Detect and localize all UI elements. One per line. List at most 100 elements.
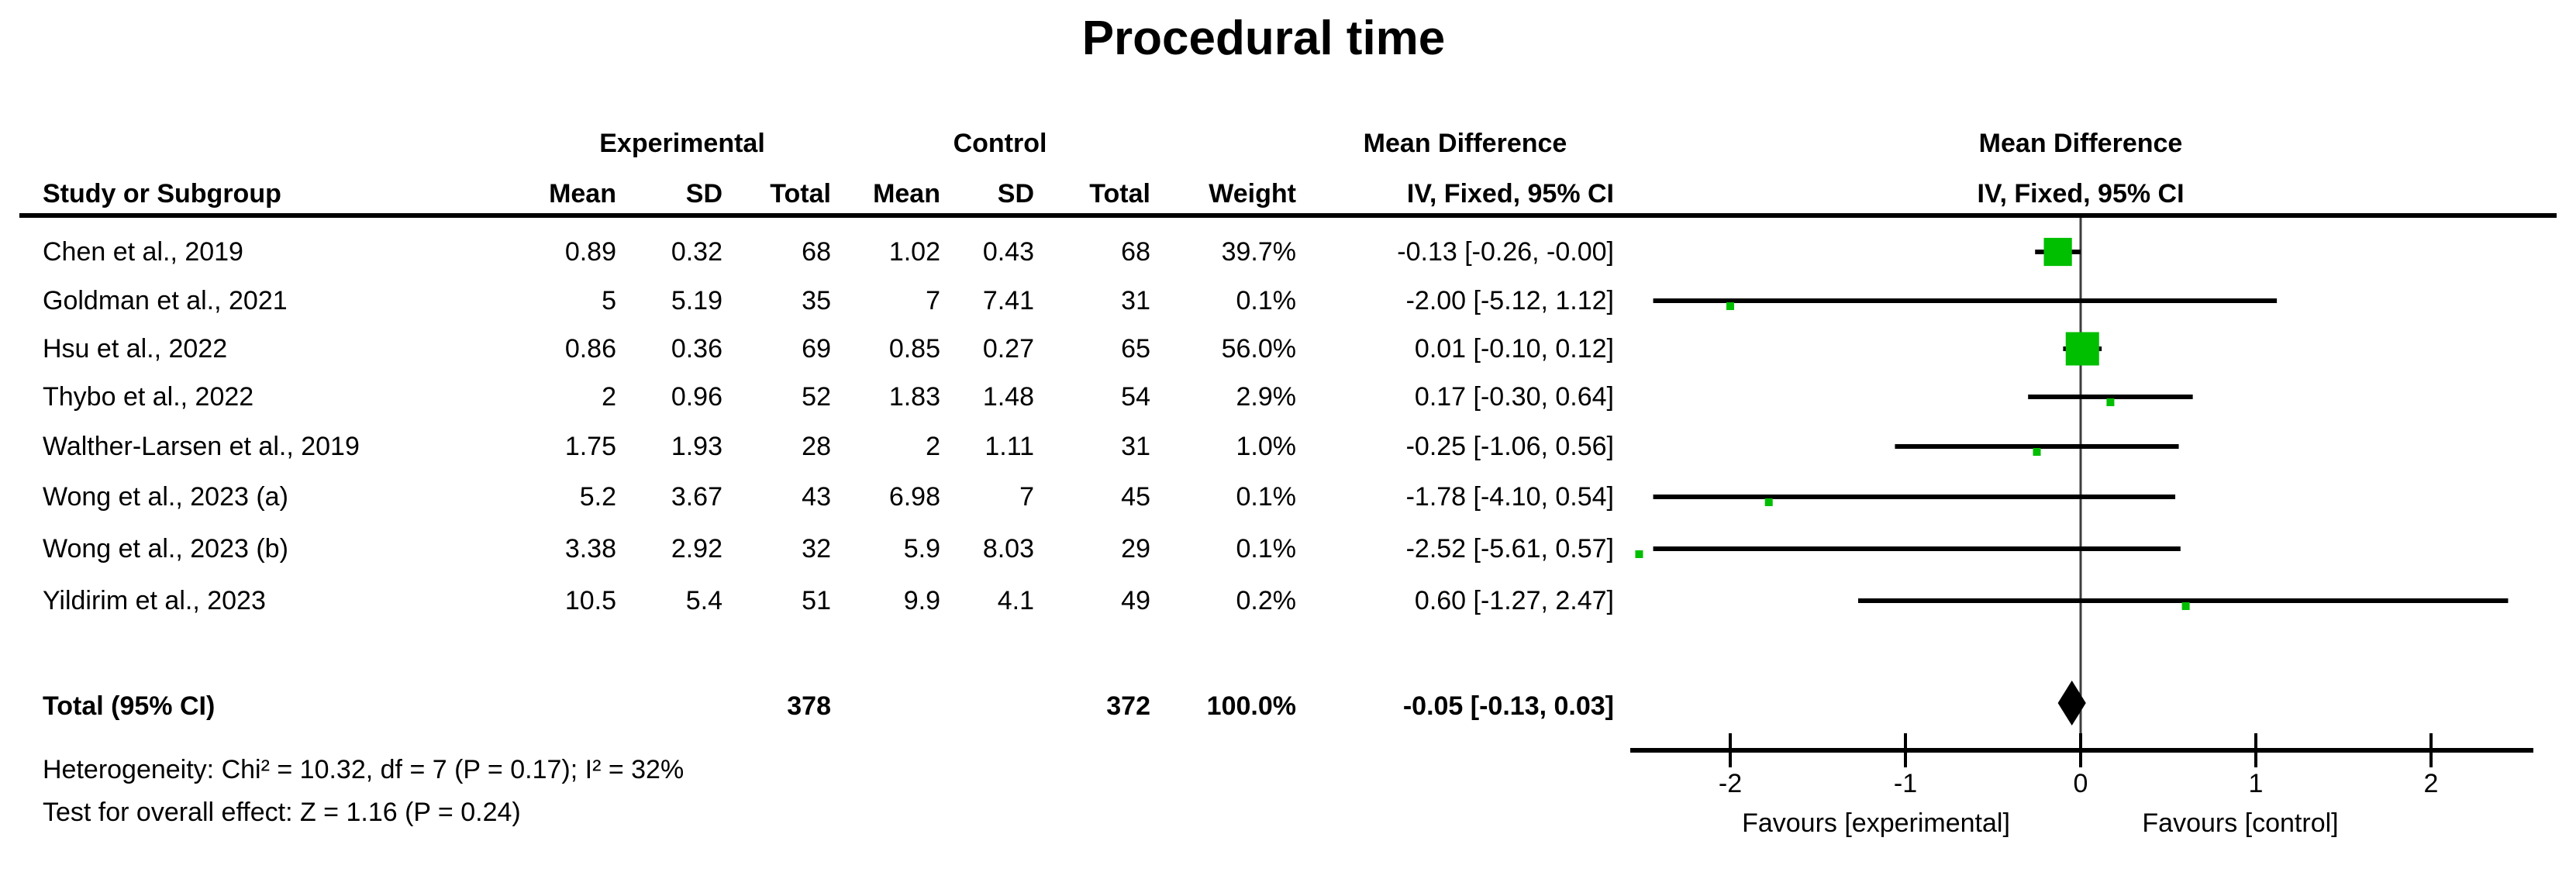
ctrl-mean: 2 (926, 432, 940, 461)
col-ctrl-sd: SD (997, 179, 1034, 209)
axis-tick-label: 2 (2424, 769, 2439, 798)
table-row: Walther-Larsen et al., 2019 1.75 1.93 28… (0, 429, 2576, 464)
exp-total: 69 (802, 334, 831, 364)
exp-total: 68 (802, 237, 831, 267)
md-ci-text: -2.00 [-5.12, 1.12] (1405, 286, 1614, 315)
exp-total: 52 (802, 382, 831, 412)
ctrl-mean: 7 (926, 286, 940, 315)
exp-total: 51 (802, 586, 831, 615)
weight: 39.7% (1221, 237, 1296, 267)
ctrl-total: 31 (1121, 286, 1150, 315)
md-ci-text: -0.25 [-1.06, 0.56] (1405, 432, 1614, 461)
ctrl-mean: 5.9 (903, 534, 940, 564)
total-md-ci-text: -0.05 [-0.13, 0.03] (1402, 691, 1614, 721)
col-study: Study or Subgroup (43, 179, 281, 209)
md-ci-text: -1.78 [-4.10, 0.54] (1405, 482, 1614, 512)
axis-tick-label: -2 (1719, 769, 1742, 798)
header-mean-difference: Mean Difference (1363, 129, 1567, 158)
exp-mean: 0.89 (564, 237, 616, 267)
effect-square (2181, 602, 2190, 610)
exp-sd: 2.92 (671, 534, 722, 564)
md-ci-text: 0.01 [-0.10, 0.12] (1414, 334, 1614, 364)
exp-mean: 1.75 (564, 432, 616, 461)
axis-tick-label: -1 (1894, 769, 1917, 798)
exp-mean: 10.5 (564, 586, 616, 615)
table-row: Thybo et al., 2022 2 0.96 52 1.83 1.48 5… (0, 380, 2576, 414)
favours-control-label: Favours [control] (2142, 808, 2339, 838)
ctrl-sd: 7 (1019, 482, 1034, 512)
col-ctrl-total: Total (1089, 179, 1150, 209)
effect-square (2065, 332, 2099, 366)
col-weight: Weight (1209, 179, 1296, 209)
ctrl-total: 49 (1121, 586, 1150, 615)
total-ctrl-total: 372 (1106, 691, 1150, 721)
table-row: Goldman et al., 2021 5 5.19 35 7 7.41 31… (0, 284, 2576, 318)
exp-sd: 5.4 (685, 586, 722, 615)
table-row: Yildirim et al., 2023 10.5 5.4 51 9.9 4.… (0, 584, 2576, 618)
col-ctrl-mean: Mean (873, 179, 940, 209)
ctrl-sd: 7.41 (982, 286, 1034, 315)
exp-sd: 5.19 (671, 286, 722, 315)
md-ci-text: -0.13 [-0.26, -0.00] (1397, 237, 1614, 267)
weight: 1.0% (1236, 432, 1297, 461)
ctrl-total: 31 (1121, 432, 1150, 461)
col-method-plot: IV, Fixed, 95% CI (1977, 179, 2185, 209)
page-title: Procedural time (1081, 12, 1446, 65)
col-method: IV, Fixed, 95% CI (1406, 179, 1614, 209)
exp-total: 35 (802, 286, 831, 315)
weight: 2.9% (1236, 382, 1297, 412)
ctrl-mean: 6.98 (888, 482, 940, 512)
exp-total: 28 (802, 432, 831, 461)
weight: 0.1% (1236, 482, 1297, 512)
exp-mean: 5 (602, 286, 616, 315)
ctrl-sd: 4.1 (997, 586, 1034, 615)
effect-square (1726, 302, 1734, 310)
exp-total: 43 (802, 482, 831, 512)
total-exp-total: 378 (787, 691, 831, 721)
ctrl-total: 45 (1121, 482, 1150, 512)
exp-sd: 0.36 (671, 334, 722, 364)
col-exp-mean: Mean (549, 179, 616, 209)
ctrl-sd: 8.03 (982, 534, 1034, 564)
exp-mean: 3.38 (564, 534, 616, 564)
favours-experimental-label: Favours [experimental] (1742, 808, 2010, 838)
study-label: Wong et al., 2023 (b) (43, 534, 288, 564)
ctrl-sd: 0.43 (982, 237, 1034, 267)
table-row: Wong et al., 2023 (b) 3.38 2.92 32 5.9 8… (0, 532, 2576, 566)
ctrl-sd: 1.11 (985, 432, 1034, 461)
md-ci-text: 0.60 [-1.27, 2.47] (1414, 586, 1614, 615)
ctrl-mean: 1.02 (888, 237, 940, 267)
total-diamond (2057, 681, 2086, 726)
study-label: Hsu et al., 2022 (43, 334, 228, 364)
md-ci-text: -2.52 [-5.61, 0.57] (1405, 534, 1614, 564)
table-row: Wong et al., 2023 (a) 5.2 3.67 43 6.98 7… (0, 480, 2576, 514)
header-experimental: Experimental (599, 129, 765, 158)
header-mean-difference-plot: Mean Difference (1978, 129, 2183, 158)
header-control: Control (953, 129, 1047, 158)
column-header-row: Study or Subgroup Mean SD Total Mean SD … (0, 177, 2576, 211)
exp-total: 32 (802, 534, 831, 564)
ctrl-mean: 0.85 (888, 334, 940, 364)
study-label: Thybo et al., 2022 (43, 382, 254, 412)
group-header-row: Experimental Control Mean Difference Mea… (0, 126, 2576, 160)
effect-square (2043, 237, 2072, 267)
col-exp-sd: SD (685, 179, 722, 209)
exp-sd: 0.32 (671, 237, 722, 267)
ctrl-mean: 1.83 (888, 382, 940, 412)
exp-mean: 2 (602, 382, 616, 412)
study-label: Chen et al., 2019 (43, 237, 243, 267)
study-label: Wong et al., 2023 (a) (43, 482, 288, 512)
weight: 0.2% (1236, 586, 1297, 615)
axis-tick-label: 1 (2249, 769, 2264, 798)
heterogeneity-text: Heterogeneity: Chi² = 10.32, df = 7 (P =… (43, 755, 685, 784)
weight: 56.0% (1221, 334, 1296, 364)
effect-square (1635, 550, 1643, 558)
ctrl-mean: 9.9 (903, 586, 940, 615)
ctrl-sd: 0.27 (982, 334, 1034, 364)
col-exp-total: Total (770, 179, 831, 209)
table-row: Hsu et al., 2022 0.86 0.36 69 0.85 0.27 … (0, 332, 2576, 366)
study-label: Goldman et al., 2021 (43, 286, 288, 315)
ctrl-total: 29 (1121, 534, 1150, 564)
